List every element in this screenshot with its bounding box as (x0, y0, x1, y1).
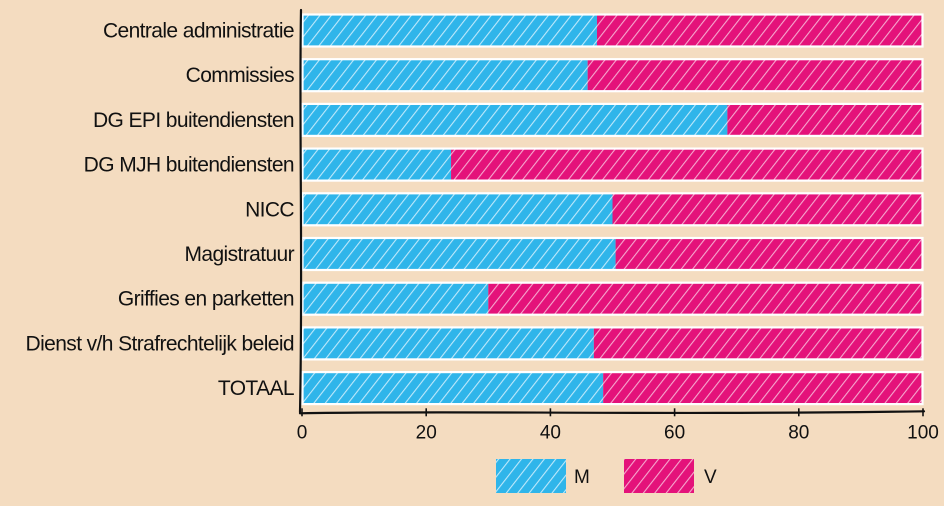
bar-v-dg-epi-buitendiensten (727, 103, 923, 137)
bar-m-dg-mjh-buitendiensten (302, 148, 452, 182)
bar-v-centrale-administratie (596, 14, 923, 47)
bar-outline-magistratuur (301, 236, 924, 272)
x-tick-label-80: 80 (788, 422, 809, 443)
bar-m-centrale-administratie (302, 14, 597, 47)
category-labels: Centrale administratie Commissies DG EPI b… (26, 20, 296, 401)
category-label-dg-epi-buitendiensten: DG EPI buitendiensten (93, 109, 294, 132)
bar-m-dg-epi-buitendiensten (302, 103, 728, 137)
bar-outline-dg-epi-buitendiensten (301, 102, 924, 138)
bar-outline-nicc (301, 192, 924, 227)
bar-v-totaal (603, 371, 923, 405)
x-axis: 0 20 40 60 80 100 (297, 8, 939, 443)
bar-m-nicc (302, 192, 613, 226)
legend-swatch-v (624, 459, 694, 493)
x-tick-label-40: 40 (540, 422, 561, 443)
legend-label-m: M (574, 467, 590, 488)
bar-m-totaal (302, 371, 604, 405)
bar-m-griffies-en-parketten (302, 282, 489, 316)
bar-v-magistratuur (615, 237, 923, 271)
category-label-magistratuur: Magistratuur (184, 243, 294, 266)
bar-outline-dg-mjh-buitendiensten (301, 147, 924, 182)
bar-v-dienst-v-h-strafrechtelijk-beleid (593, 326, 923, 360)
bars-layer (301, 13, 924, 406)
category-label-commissies: Commissies (186, 64, 294, 87)
bar-m-dienst-v-h-strafrechtelijk-beleid (302, 326, 594, 360)
category-label-dienst-v-h-strafrechtelijk-beleid: Dienst v/h Strafrechtelijk beleid (26, 332, 295, 355)
bar-outline-commissies (301, 58, 924, 93)
x-tick-label-60: 60 (664, 422, 685, 443)
category-label-griffies-en-parketten: Griffies en parketten (118, 288, 294, 311)
category-label-nicc: NICC (245, 198, 294, 221)
bar-m-commissies (302, 58, 588, 92)
legend-swatch-m (496, 459, 566, 493)
bar-v-nicc (612, 192, 923, 226)
bar-outline-centrale-administratie (301, 13, 924, 48)
y-axis-line (298, 8, 303, 414)
bar-outline-griffies-en-parketten (301, 281, 924, 316)
bar-v-dg-mjh-buitendiensten (451, 148, 923, 182)
x-tick-label-100: 100 (907, 422, 939, 443)
bar-v-griffies-en-parketten (488, 282, 923, 316)
category-label-centrale-administratie: Centrale administratie (103, 20, 294, 43)
x-tick-label-20: 20 (416, 422, 437, 443)
bar-outline-totaal (301, 371, 924, 406)
bar-v-commissies (587, 58, 923, 92)
x-axis-line (298, 410, 926, 415)
x-tick-label-0: 0 (297, 422, 308, 443)
legend-label-v: V (704, 467, 717, 488)
bar-outline-dienst-v-h-strafrechtelijk-beleid (301, 326, 924, 361)
category-label-dg-mjh-buitendiensten: DG MJH buitendiensten (84, 154, 294, 177)
bar-m-magistratuur (302, 237, 616, 271)
category-label-totaal: TOTAAL (218, 377, 294, 400)
